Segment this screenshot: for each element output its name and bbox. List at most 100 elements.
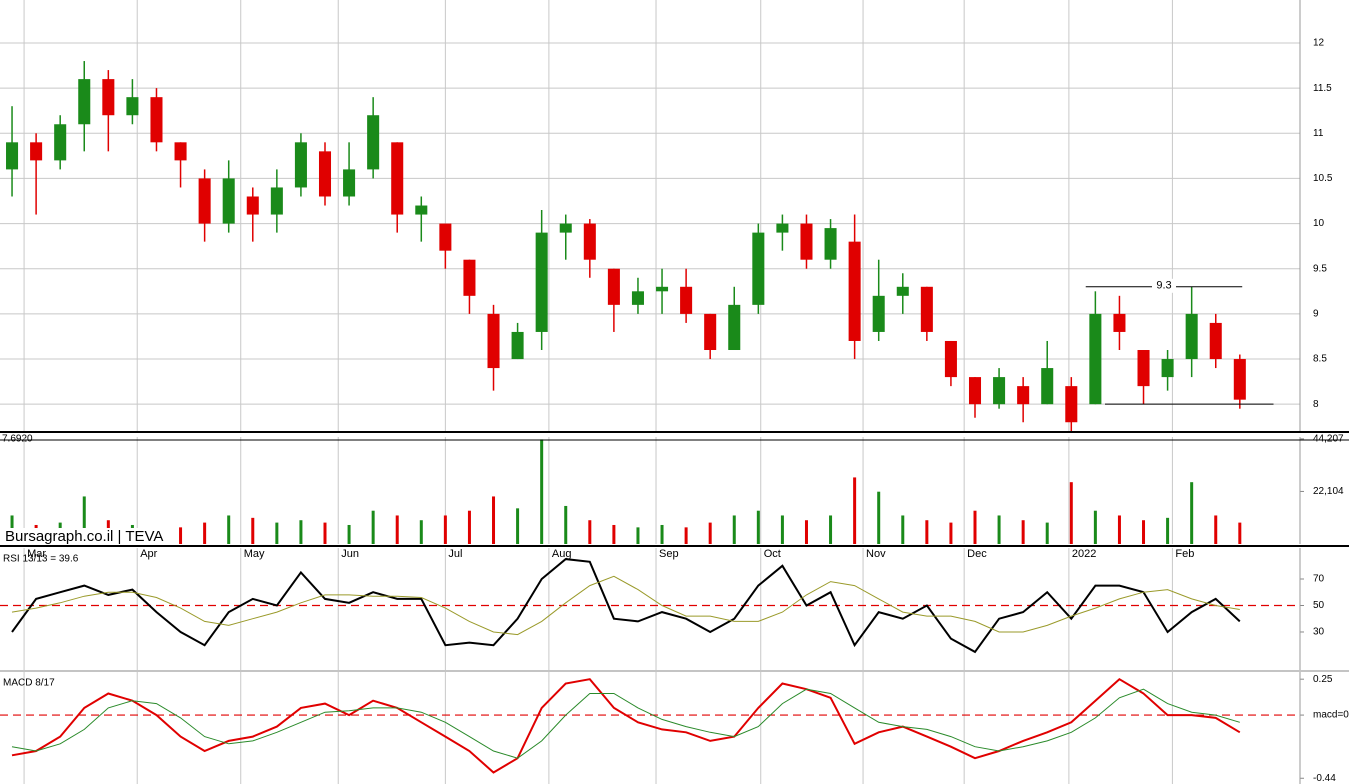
volume-bar [612,524,616,544]
candle-body [198,178,211,224]
level-label-bg [1151,278,1176,293]
title-bg [3,528,175,546]
candle-body [848,241,861,341]
y-tick-label: 10.5 [1313,173,1333,184]
candle-body [680,286,693,314]
candle-body [559,223,572,233]
x-tick-label: Nov [866,548,886,560]
indicator-line [11,688,1240,759]
y-tick-label: -0.44 [1313,773,1336,784]
y-tick-label: 10 [1313,218,1325,229]
candle-body [78,79,91,125]
volume-bar [1093,510,1097,544]
candle-body [343,169,356,197]
level-label: 9.3 [1156,280,1171,292]
candle-body [583,223,596,260]
candle-body [752,232,765,305]
candle-body [824,228,837,260]
panel-label: RSI 13/13 = 39.6 [3,554,79,565]
candle-body [1113,313,1126,332]
candle-body [1041,368,1054,405]
volume-bar [756,510,760,544]
candle-body [944,340,957,378]
candle-body [222,178,235,224]
volume-bar [203,522,207,544]
volume-bar [516,508,520,544]
candle-body [1233,359,1246,400]
y-tick-label: 12 [1313,38,1325,49]
candle-body [656,286,669,292]
candle-body [174,142,187,161]
x-tick-label: Apr [140,548,157,560]
x-tick-label: May [244,548,265,560]
candle-body [367,115,380,170]
candle-body [776,223,789,233]
candle-body [896,286,909,296]
panel-label: MACD 8/17 [3,678,55,689]
candle-body [631,291,644,305]
candle-body [1065,386,1078,423]
y-tick-label: 0.25 [1313,674,1333,685]
volume-bar [925,520,929,544]
volume-bar [564,505,568,544]
volume-bar [877,491,881,544]
volume-bar [732,515,736,544]
volume-bar [684,527,688,544]
candle-body [1185,313,1198,360]
volume-bar [1069,482,1073,544]
volume-bar [443,515,447,544]
y-tick-label: 9 [1313,309,1319,320]
x-tick-label: Feb [1175,548,1194,560]
volume-bar [636,527,640,544]
volume-bar [251,517,255,544]
volume-bar [419,520,423,544]
y-tick-label: 30 [1313,627,1325,638]
candle-body [318,151,332,197]
candle-body [150,97,163,143]
indicator-line [11,558,1241,654]
axis-min-label: 7.6920 [2,434,33,445]
volume-bar [780,515,784,544]
candle-body [294,142,307,188]
candle-body [1161,359,1174,378]
volume-bar [1117,515,1121,544]
y-tick-label: macd=0 [1313,710,1349,721]
candle-body [463,259,476,296]
volume-bar [492,496,496,544]
candle-body [30,142,43,161]
y-tick-label: 50 [1313,600,1325,611]
volume-bar [853,477,857,544]
volume-bar [973,510,977,544]
candle-body [920,286,933,332]
volume-bar [227,515,231,544]
y-tick-label: 44,207 [1313,434,1344,445]
x-tick-label: Aug [552,548,572,560]
candle-body [968,377,982,405]
volume-bar [299,520,303,544]
candle-body [1017,386,1030,405]
indicator-line [11,575,1240,636]
candle-body [415,205,428,215]
y-tick-label: 8.5 [1313,354,1327,365]
volume-bar [275,522,279,544]
candle-body [487,313,500,369]
candle-body [391,142,404,215]
volume-bar [1021,520,1025,544]
volume-bar [1166,517,1170,544]
volume-bar [1214,515,1218,544]
candle-body [126,97,139,116]
volume-bar [323,522,327,544]
candle-body [511,331,524,360]
volume-bar [1142,520,1146,544]
volume-bar [540,439,544,544]
candle-body [607,268,620,305]
indicator-line [11,677,1241,774]
volume-bar [1045,522,1049,544]
y-tick-label: 22,104 [1313,486,1344,497]
candle-body [993,377,1006,405]
x-tick-label: Jul [448,548,462,560]
candle-body [535,232,548,332]
volume-bar [708,522,712,544]
volume-bar [467,510,471,544]
